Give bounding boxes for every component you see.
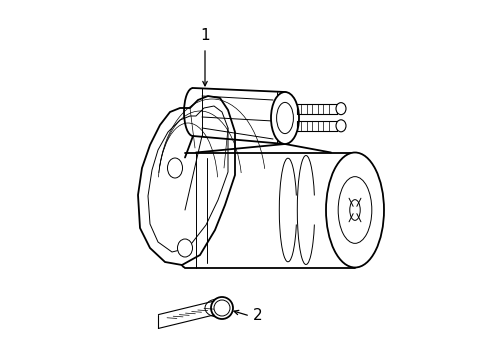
Ellipse shape [210, 297, 232, 319]
Text: 2: 2 [253, 309, 262, 324]
Ellipse shape [167, 158, 182, 178]
Ellipse shape [335, 103, 346, 114]
Ellipse shape [276, 102, 293, 134]
Ellipse shape [335, 120, 346, 132]
Polygon shape [138, 96, 235, 265]
Ellipse shape [204, 299, 230, 317]
Text: 1: 1 [200, 27, 209, 42]
Ellipse shape [214, 300, 229, 316]
Ellipse shape [270, 92, 298, 144]
Ellipse shape [177, 239, 192, 257]
Ellipse shape [338, 177, 371, 243]
Ellipse shape [349, 200, 360, 220]
Ellipse shape [325, 153, 383, 267]
